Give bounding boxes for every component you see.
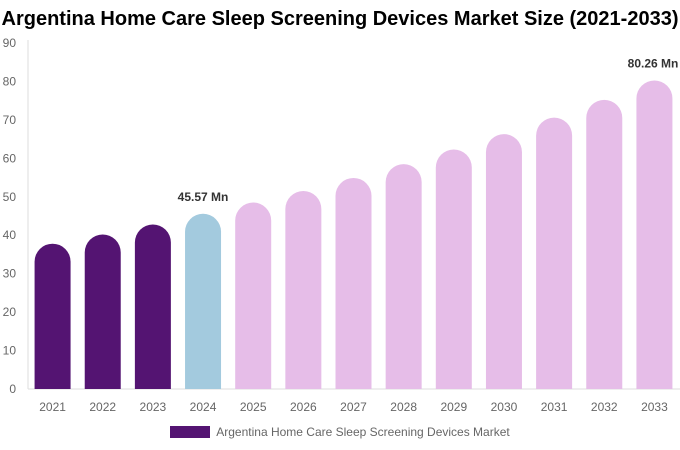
- x-tick-label: 2021: [39, 400, 66, 414]
- y-tick-label: 70: [3, 113, 17, 127]
- legend: Argentina Home Care Sleep Screening Devi…: [0, 425, 680, 439]
- y-tick-label: 20: [3, 305, 17, 319]
- y-tick-label: 90: [3, 36, 17, 50]
- x-tick-label: 2025: [240, 400, 267, 414]
- x-tick-label: 2026: [290, 400, 317, 414]
- x-tick-label: 2022: [89, 400, 116, 414]
- data-label: 80.26 Mn: [628, 56, 679, 70]
- bar-2029: [435, 149, 472, 389]
- bar-2024: [185, 213, 222, 389]
- y-tick-label: 80: [3, 74, 17, 88]
- bar-2032: [586, 99, 623, 390]
- x-tick-label: 2028: [390, 400, 417, 414]
- legend-label: Argentina Home Care Sleep Screening Devi…: [216, 425, 510, 439]
- bar-2022: [84, 234, 121, 389]
- bar-2033: [636, 80, 673, 390]
- y-tick-label: 40: [3, 228, 17, 242]
- y-tick-label: 30: [3, 267, 17, 281]
- y-tick-label: 0: [9, 382, 16, 396]
- bar-2030: [485, 134, 522, 389]
- data-label: 45.57 Mn: [178, 190, 229, 204]
- bar-2031: [536, 117, 573, 390]
- chart-title: Argentina Home Care Sleep Screening Devi…: [1, 8, 679, 30]
- x-tick-label: 2032: [591, 400, 618, 414]
- bar-2027: [335, 177, 372, 389]
- x-tick-label: 2029: [440, 400, 467, 414]
- bar-2026: [285, 191, 322, 389]
- x-tick-label: 2024: [190, 400, 217, 414]
- y-tick-label: 10: [3, 344, 17, 358]
- bar-2023: [134, 224, 171, 389]
- y-tick-label: 50: [3, 190, 17, 204]
- bar-2025: [235, 202, 272, 389]
- x-tick-label: 2030: [491, 400, 518, 414]
- y-tick-label: 60: [3, 151, 17, 165]
- x-tick-label: 2023: [140, 400, 167, 414]
- legend-swatch: [170, 426, 211, 438]
- bar-2021: [34, 243, 71, 389]
- x-tick-label: 2033: [641, 400, 668, 414]
- x-tick-label: 2031: [541, 400, 568, 414]
- bar-2028: [385, 164, 422, 389]
- x-tick-label: 2027: [340, 400, 367, 414]
